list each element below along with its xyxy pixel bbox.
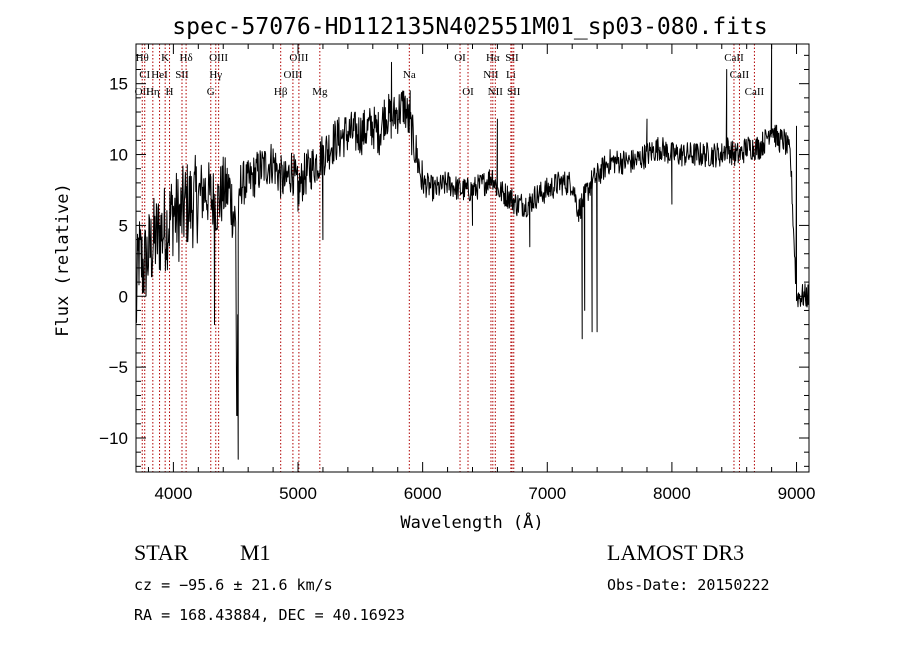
y-tick-label: 5: [119, 216, 128, 235]
line-marker-label: OI: [462, 86, 474, 98]
line-marker-label: G: [207, 86, 215, 98]
line-marker-label: CaII: [730, 69, 750, 81]
line-marker-label: NII: [488, 86, 504, 98]
survey-name: LAMOST DR3: [607, 540, 744, 565]
line-marker-label: Hα: [486, 52, 500, 64]
line-markers: HθOIICIHηHeIKHSIIHδGHγOIIIHβOIIIOIIIMgNa…: [135, 44, 765, 472]
chart-title: spec-57076-HD112135N402551M01_sp03-080.f…: [172, 14, 767, 40]
y-tick-label: −5: [109, 358, 128, 377]
line-marker-label: SII: [505, 52, 519, 64]
y-tick-label: 0: [119, 287, 128, 306]
object-subclass: M1: [240, 540, 271, 565]
spectrum-line: [135, 43, 810, 460]
line-marker-label: OIII: [209, 52, 228, 64]
line-marker-label: SII: [507, 86, 521, 98]
observation-date: Obs-Date: 20150222: [607, 576, 770, 594]
x-tick-label: 9000: [778, 484, 816, 503]
x-tick-label: 7000: [528, 484, 566, 503]
x-tick-label: 6000: [404, 484, 442, 503]
x-tick-label: 8000: [653, 484, 691, 503]
x-axis-label: Wavelength (Å): [400, 511, 543, 533]
line-marker-label: OI: [454, 52, 466, 64]
coordinates-readout: RA = 168.43884, DEC = 40.16923: [134, 606, 405, 624]
line-marker-label: K: [161, 52, 169, 64]
line-marker-label: CaII: [724, 52, 744, 64]
y-tick-label: −10: [99, 429, 128, 448]
line-marker-label: OIII: [283, 69, 302, 81]
line-marker-label: CI: [139, 69, 150, 81]
line-marker-label: Li: [506, 69, 516, 81]
line-marker-label: HeI: [151, 69, 168, 81]
line-marker-label: CaII: [745, 86, 765, 98]
line-marker-label: H: [166, 86, 174, 98]
line-marker-label: OII: [135, 86, 151, 98]
y-tick-label: 10: [109, 146, 128, 165]
object-class: STAR: [134, 540, 189, 565]
line-marker-label: Hθ: [136, 52, 149, 64]
line-marker-label: Na: [403, 69, 416, 81]
line-marker-label: Hβ: [274, 86, 288, 98]
line-marker-label: OIII: [289, 52, 308, 64]
y-tick-label: 15: [109, 75, 128, 94]
y-axis-label: Flux (relative): [53, 183, 73, 337]
x-axis: 4000 5000 6000 7000 8000 9000: [147, 44, 816, 503]
line-marker-label: Hδ: [180, 52, 193, 64]
redshift-readout: cz = −95.6 ± 21.6 km/s: [134, 576, 333, 594]
line-marker-label: NII: [483, 69, 499, 81]
line-marker-label: Hη: [146, 86, 160, 98]
line-marker-label: Hγ: [209, 69, 222, 81]
line-marker-label: Mg: [312, 86, 328, 98]
x-tick-label: 5000: [279, 484, 317, 503]
x-tick-label: 4000: [154, 484, 192, 503]
spectrum: [135, 43, 810, 460]
y-axis: −10 −5 0 5 10 15: [99, 54, 809, 467]
line-marker-label: SII: [175, 69, 189, 81]
